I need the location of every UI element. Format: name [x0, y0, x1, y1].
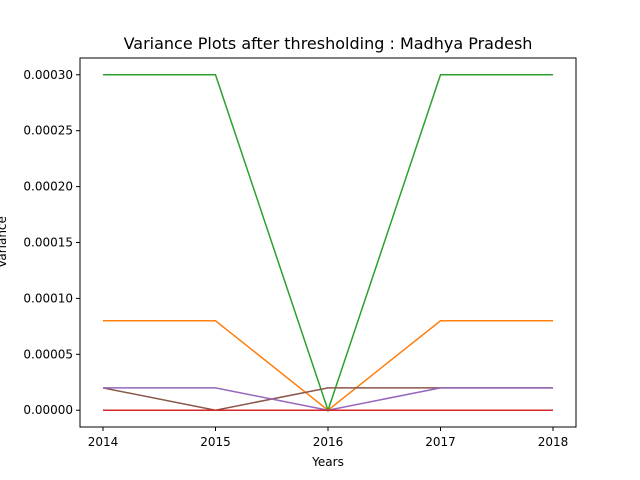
- y-axis-ticks: 0.00000 0.00005 0.00010 0.00015 0.00020 0.000…: [23, 68, 80, 417]
- series-line-9: [103, 387, 553, 411]
- y-axis-label: Variance: [0, 216, 9, 268]
- y-tick-label: 0.00010: [23, 291, 73, 305]
- y-tick-label: 0.00030: [23, 68, 73, 82]
- series-line-4: [102, 387, 553, 411]
- x-tick-label: 2016: [313, 435, 344, 449]
- x-axis-label: Years: [311, 455, 344, 469]
- chart-title: Variance Plots after thresholding : Madh…: [124, 34, 533, 53]
- x-tick-label: 2015: [200, 435, 231, 449]
- y-tick-label: 0.00025: [23, 124, 73, 138]
- y-tick-label: 0.00000: [23, 403, 73, 417]
- x-tick-label: 2017: [425, 435, 456, 449]
- x-axis-ticks: 2014 2015 2016 2017 2018: [88, 427, 569, 449]
- y-tick-label: 0.00015: [23, 236, 73, 250]
- x-tick-label: 2018: [538, 435, 569, 449]
- series-line-3: [103, 74, 553, 413]
- series-line-2: [103, 320, 553, 412]
- plot-lines: [102, 74, 553, 413]
- x-tick-label: 2014: [88, 435, 119, 449]
- y-tick-label: 0.00020: [23, 180, 73, 194]
- plot-area-frame: [79, 57, 577, 428]
- y-tick-label: 0.00005: [23, 347, 73, 361]
